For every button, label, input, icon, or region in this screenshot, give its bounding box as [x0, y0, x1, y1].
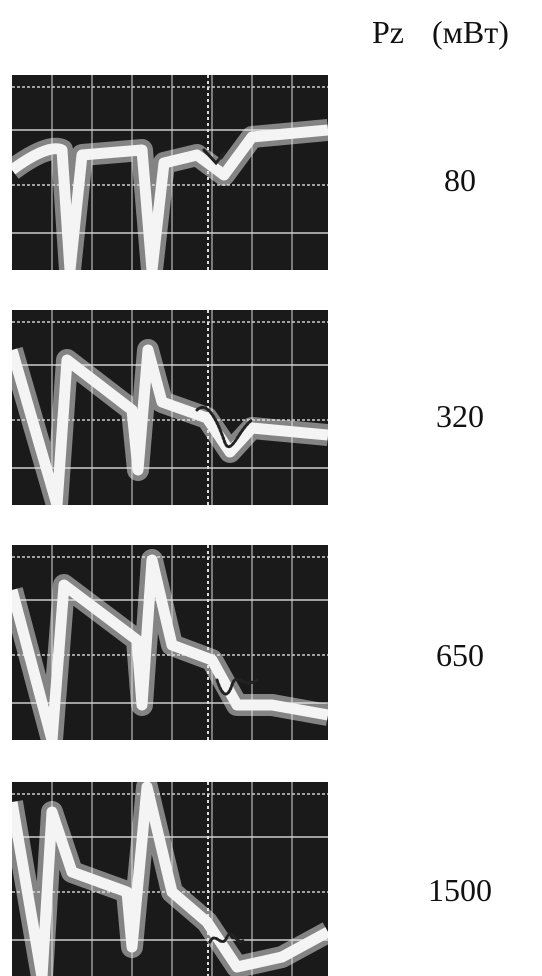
oscillogram — [12, 545, 328, 740]
figure: Pz (мВт) 80 320 650 1500 — [0, 0, 542, 976]
power-label: 320 — [380, 398, 540, 435]
power-label: 80 — [380, 162, 540, 199]
oscillogram — [12, 310, 328, 505]
power-label: 650 — [380, 637, 540, 674]
oscillogram — [12, 782, 328, 976]
oscillogram — [12, 75, 328, 270]
header-label: Pz — [372, 14, 404, 51]
header-unit: (мВт) — [432, 14, 509, 51]
power-label: 1500 — [380, 872, 540, 909]
